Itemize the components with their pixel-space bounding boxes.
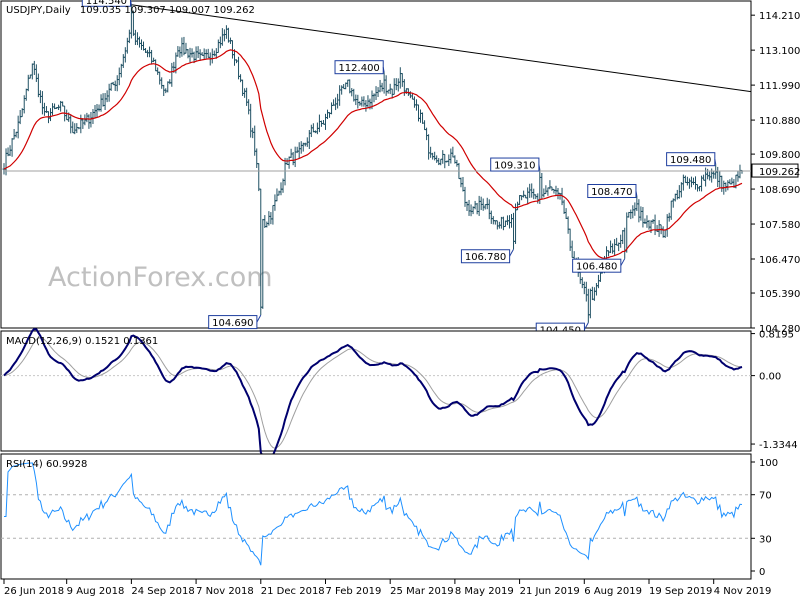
rsi-tick-label: 100 xyxy=(759,458,778,469)
rsi-lines xyxy=(1,462,751,566)
price-tick-label: 108.690 xyxy=(759,185,800,196)
price-panel-frame xyxy=(0,0,752,329)
price-label-connector xyxy=(538,164,541,170)
price-tick-label: 104.280 xyxy=(759,324,800,335)
price-overlays xyxy=(3,4,752,260)
macd-panel: 0.8195 0.00 -1.3344 MACD(12,26,9) 0.1521 0… xyxy=(0,327,798,463)
last-price-box xyxy=(751,163,799,178)
price-label-text: 112.400 xyxy=(338,63,379,74)
price-tick-label: 110.880 xyxy=(759,116,800,127)
trend-line xyxy=(131,4,752,93)
chart-title: USDJPY,Daily 109.035 109.307 109.007 109… xyxy=(6,5,255,16)
moving-average-line xyxy=(3,49,743,260)
price-label-text: 108.470 xyxy=(591,187,632,198)
price-label-connector xyxy=(620,258,626,266)
price-tick-label: 114.210 xyxy=(759,11,800,22)
time-tick-label: 26 Jun 2018 xyxy=(4,586,64,597)
price-panel: ActionForex.com 114.540 112.400 109.310 108… xyxy=(0,0,800,337)
price-tick-label: 106.470 xyxy=(759,255,800,266)
macd-signal-line xyxy=(3,337,742,449)
time-tick-label: 7 Feb 2019 xyxy=(325,586,381,597)
price-label-text: 114.540 xyxy=(86,0,127,7)
time-tick-label: 25 Mar 2019 xyxy=(390,586,453,597)
price-label-connector xyxy=(583,322,589,330)
price-label-text: 109.310 xyxy=(494,161,535,172)
price-label-connector xyxy=(382,67,385,73)
price-bars xyxy=(2,4,744,323)
rsi-tick-label: 30 xyxy=(759,534,772,545)
symbol-title: USDJPY,Daily xyxy=(6,5,71,16)
macd-panel-frame xyxy=(0,330,752,452)
macd-lines xyxy=(1,327,751,463)
price-tick-label: 113.100 xyxy=(759,46,800,57)
time-tick-label: 19 Sep 2019 xyxy=(649,586,712,597)
macd-title: MACD(12,26,9) 0.1521 0.1361 xyxy=(6,336,158,347)
price-label-connector xyxy=(130,0,132,5)
price-tick-label: 111.990 xyxy=(759,81,800,92)
ohlc-header: 109.035 109.307 109.007 109.262 xyxy=(80,5,255,16)
price-label-box xyxy=(81,0,131,7)
macd-line xyxy=(3,327,743,463)
macd-tick-label: -1.3344 xyxy=(759,440,798,451)
price-tick-label: 109.800 xyxy=(759,150,800,161)
time-tick-label: 7 Nov 2018 xyxy=(196,586,254,597)
price-label-connector xyxy=(256,314,262,323)
price-label-text: 106.780 xyxy=(465,252,506,263)
price-label-text: 104.690 xyxy=(212,318,253,329)
price-label-connector xyxy=(635,190,638,197)
price-tick-label: 105.390 xyxy=(759,289,800,300)
price-tick-label: 107.580 xyxy=(759,220,800,231)
time-tick-label: 9 Aug 2018 xyxy=(67,586,125,597)
macd-tick-label: 0.00 xyxy=(759,372,781,383)
rsi-title: RSI(14) 60.9928 xyxy=(6,459,87,470)
macd-axis: 0.8195 0.00 -1.3344 xyxy=(751,330,798,451)
time-tick-label: 24 Sep 2018 xyxy=(131,586,194,597)
watermark: ActionForex.com xyxy=(48,262,273,293)
rsi-tick-label: 70 xyxy=(759,491,772,502)
time-tick-label: 4 Nov 2019 xyxy=(714,586,772,597)
price-label-text: 109.480 xyxy=(670,155,711,166)
time-axis: 26 Jun 2018 9 Aug 2018 24 Sep 2018 7 Nov 20… xyxy=(3,579,772,597)
rsi-panel-frame xyxy=(0,453,752,580)
last-price-label: 109.262 xyxy=(759,167,800,178)
time-tick-label: 6 Aug 2019 xyxy=(584,586,642,597)
price-label-connector xyxy=(509,248,514,257)
time-tick-label: 21 Jun 2019 xyxy=(520,586,580,597)
macd-tick-label: 0.8195 xyxy=(759,330,794,341)
price-axis: 104.280 105.390 106.470 107.580 108.690 109.8… xyxy=(751,11,800,335)
rsi-tick-label: 0 xyxy=(759,567,765,578)
rsi-panel: 100 70 30 0 RSI(14) 60.9928 xyxy=(0,453,778,580)
price-label-connector xyxy=(714,159,717,165)
rsi-line xyxy=(4,462,743,566)
time-tick-label: 8 May 2019 xyxy=(455,586,514,597)
rsi-axis: 100 70 30 0 xyxy=(751,458,778,578)
price-label-text: 106.480 xyxy=(576,262,617,273)
time-tick-label: 21 Dec 2018 xyxy=(261,586,325,597)
